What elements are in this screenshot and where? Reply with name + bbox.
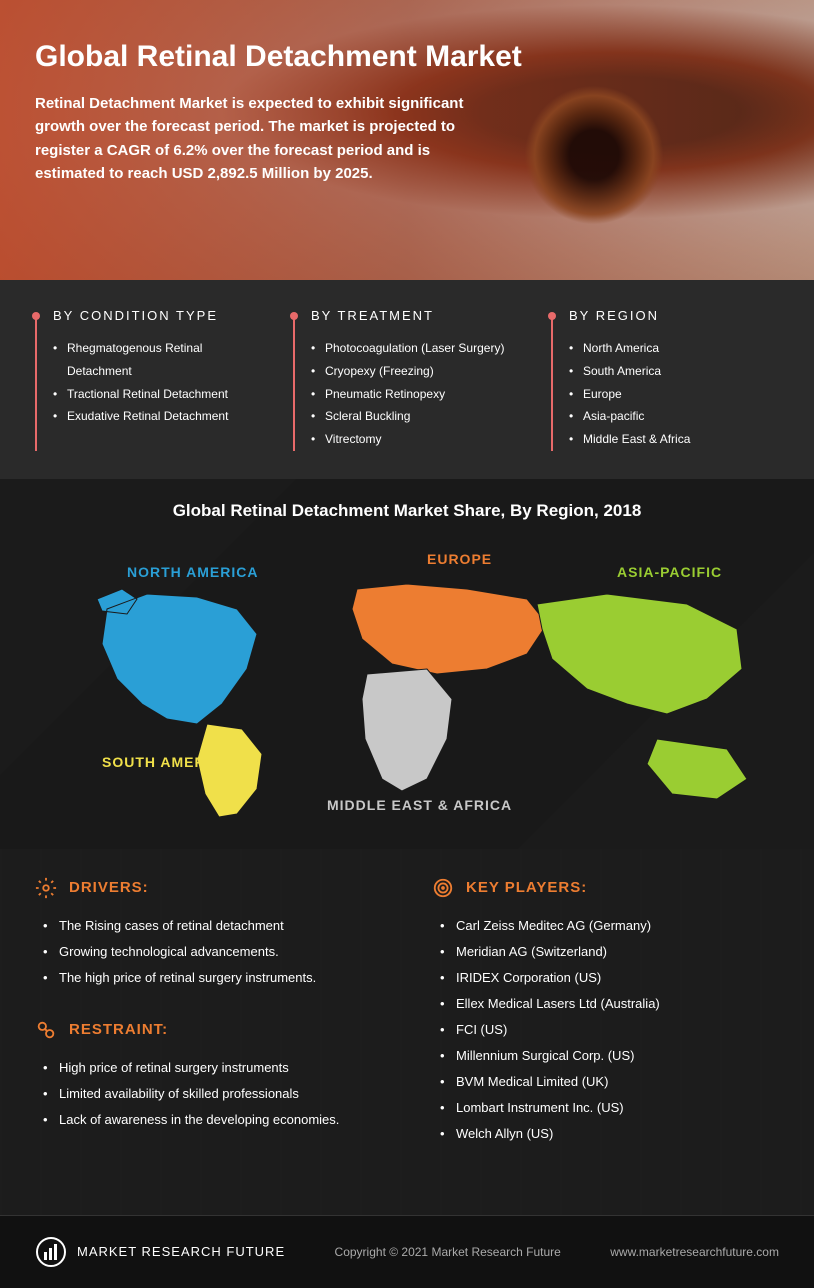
segment-item: Middle East & Africa <box>569 428 779 451</box>
hero-section: Global Retinal Detachment Market Retinal… <box>0 0 814 280</box>
segment-item: Tractional Retinal Detachment <box>53 383 263 406</box>
gear-icon <box>35 877 57 899</box>
chain-icon <box>35 1019 57 1041</box>
map-section: Global Retinal Detachment Market Share, … <box>0 479 814 849</box>
segment-list: Rhegmatogenous Retinal DetachmentTractio… <box>53 337 263 428</box>
region-shape <box>362 669 452 791</box>
segment-item: Pneumatic Retinopexy <box>311 383 521 406</box>
list-item: Ellex Medical Lasers Ltd (Australia) <box>440 991 779 1017</box>
analysis-section: DRIVERS: The Rising cases of retinal det… <box>0 849 814 1215</box>
map-svg <box>47 539 767 819</box>
players-block: KEY PLAYERS: Carl Zeiss Meditec AG (Germ… <box>432 877 779 1147</box>
segment-item: South America <box>569 360 779 383</box>
region-shape <box>537 594 747 799</box>
players-title: KEY PLAYERS: <box>466 879 587 896</box>
segment-title: BY REGION <box>569 308 779 323</box>
hero-description: Retinal Detachment Market is expected to… <box>35 92 485 185</box>
list-item: Millennium Surgical Corp. (US) <box>440 1043 779 1069</box>
list-item: Welch Allyn (US) <box>440 1121 779 1147</box>
segment-item: Vitrectomy <box>311 428 521 451</box>
analysis-left-column: DRIVERS: The Rising cases of retinal det… <box>35 877 382 1175</box>
list-item: Growing technological advancements. <box>43 939 382 965</box>
drivers-list: The Rising cases of retinal detachmentGr… <box>35 913 382 991</box>
segment-item: Scleral Buckling <box>311 405 521 428</box>
segment-block: BY TREATMENT Photocoagulation (Laser Surg… <box>293 308 521 451</box>
drivers-block: DRIVERS: The Rising cases of retinal det… <box>35 877 382 991</box>
segments-section: BY CONDITION TYPE Rhegmatogenous Retinal … <box>0 280 814 479</box>
world-map: NORTH AMERICA SOUTH AMERICA EUROPE MIDDLE E… <box>47 539 767 819</box>
list-item: Lombart Instrument Inc. (US) <box>440 1095 779 1121</box>
segment-block: BY CONDITION TYPE Rhegmatogenous Retinal … <box>35 308 263 451</box>
segment-item: Asia-pacific <box>569 405 779 428</box>
footer: MARKET RESEARCH FUTURE Copyright © 2021 … <box>0 1215 814 1288</box>
segment-title: BY CONDITION TYPE <box>53 308 263 323</box>
segment-item: Exudative Retinal Detachment <box>53 405 263 428</box>
list-item: IRIDEX Corporation (US) <box>440 965 779 991</box>
players-list: Carl Zeiss Meditec AG (Germany)Meridian … <box>432 913 779 1147</box>
segment-title: BY TREATMENT <box>311 308 521 323</box>
segment-list: Photocoagulation (Laser Surgery)Cryopexy… <box>311 337 521 451</box>
restraint-block: RESTRAINT: High price of retinal surgery… <box>35 1019 382 1133</box>
list-item: FCI (US) <box>440 1017 779 1043</box>
target-icon <box>432 877 454 899</box>
restraint-list: High price of retinal surgery instrument… <box>35 1055 382 1133</box>
drivers-title: DRIVERS: <box>69 879 149 896</box>
list-item: Lack of awareness in the developing econ… <box>43 1107 382 1133</box>
list-item: Meridian AG (Switzerland) <box>440 939 779 965</box>
segment-item: Photocoagulation (Laser Surgery) <box>311 337 521 360</box>
segment-item: Cryopexy (Freezing) <box>311 360 521 383</box>
segment-item: Rhegmatogenous Retinal Detachment <box>53 337 263 383</box>
list-item: Carl Zeiss Meditec AG (Germany) <box>440 913 779 939</box>
region-shape <box>97 589 257 724</box>
region-label: NORTH AMERICA <box>127 564 258 580</box>
region-label: SOUTH AMERICA <box>102 754 233 770</box>
list-item: BVM Medical Limited (UK) <box>440 1069 779 1095</box>
region-label: MIDDLE EAST & AFRICA <box>327 797 512 813</box>
logo-icon <box>35 1236 67 1268</box>
segment-list: North AmericaSouth AmericaEuropeAsia-pac… <box>569 337 779 451</box>
footer-brand: MARKET RESEARCH FUTURE <box>77 1244 285 1259</box>
segment-block: BY REGION North AmericaSouth AmericaEurop… <box>551 308 779 451</box>
footer-logo: MARKET RESEARCH FUTURE <box>35 1236 285 1268</box>
segment-item: Europe <box>569 383 779 406</box>
map-title: Global Retinal Detachment Market Share, … <box>20 501 794 521</box>
footer-copyright: Copyright © 2021 Market Research Future <box>335 1245 561 1259</box>
restraint-title: RESTRAINT: <box>69 1021 168 1038</box>
list-item: High price of retinal surgery instrument… <box>43 1055 382 1081</box>
segment-item: North America <box>569 337 779 360</box>
list-item: The high price of retinal surgery instru… <box>43 965 382 991</box>
list-item: The Rising cases of retinal detachment <box>43 913 382 939</box>
page-title: Global Retinal Detachment Market <box>35 40 779 74</box>
region-label: EUROPE <box>427 551 492 567</box>
list-item: Limited availability of skilled professi… <box>43 1081 382 1107</box>
footer-url: www.marketresearchfuture.com <box>610 1245 779 1259</box>
analysis-right-column: KEY PLAYERS: Carl Zeiss Meditec AG (Germ… <box>432 877 779 1175</box>
region-shape <box>352 584 547 674</box>
region-label: ASIA-PACIFIC <box>617 564 722 580</box>
region-shape <box>197 724 262 817</box>
